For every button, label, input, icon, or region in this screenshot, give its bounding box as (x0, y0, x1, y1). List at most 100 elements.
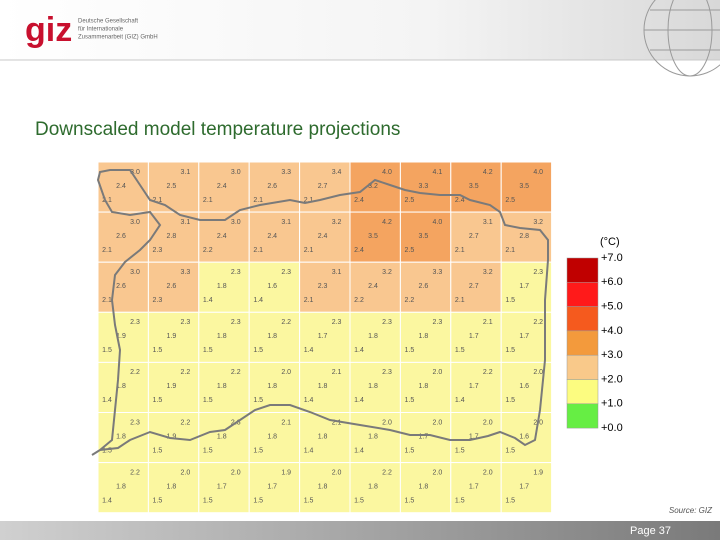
cell-value: 1.5 (405, 497, 415, 504)
cell-value: 1.9 (167, 433, 177, 440)
cell-value: 2.6 (116, 233, 126, 240)
cell-value: 3.2 (483, 269, 493, 276)
cell-value: 3.1 (332, 269, 342, 276)
grid-cell (299, 311, 351, 363)
cell-value: 1.8 (318, 483, 328, 490)
grid-cell (399, 161, 452, 213)
cell-value: 1.5 (505, 497, 515, 504)
cell-value: 1.9 (116, 333, 126, 340)
cell-value: 2.0 (483, 419, 493, 426)
grid-cell (399, 211, 452, 263)
cell-value: 2.5 (405, 197, 415, 204)
cell-value: 1.5 (405, 347, 415, 354)
cell-value: 2.1 (332, 419, 342, 426)
cell-value: 3.0 (231, 219, 241, 226)
footer-band (0, 521, 720, 540)
cell-value: 2.0 (382, 419, 392, 426)
cell-value: 4.2 (382, 219, 392, 226)
legend-label: +6.0 (601, 276, 623, 288)
cell-value: 2.4 (455, 197, 465, 204)
cell-value: 2.0 (231, 469, 241, 476)
cell-value: 2.3 (382, 319, 392, 326)
cell-value: 2.1 (102, 297, 112, 304)
cell-value: 2.3 (281, 269, 291, 276)
grid-cell (450, 462, 502, 514)
legend-unit: (°C) (600, 236, 620, 248)
cell-value: 2.3 (130, 419, 140, 426)
grid-cell (450, 261, 502, 313)
cell-value: 1.8 (419, 483, 429, 490)
cell-value: 1.8 (318, 433, 328, 440)
cell-value: 1.5 (253, 497, 263, 504)
cell-value: 1.5 (505, 347, 515, 354)
cell-value: 2.0 (483, 469, 493, 476)
grid-cell (299, 261, 351, 313)
cell-value: 3.5 (419, 233, 429, 240)
cell-value: 4.0 (382, 169, 392, 176)
cell-value: 3.3 (433, 269, 443, 276)
cell-value: 2.2 (281, 319, 291, 326)
cell-value: 1.9 (281, 469, 291, 476)
cell-value: 4.0 (433, 219, 443, 226)
cell-value: 2.4 (318, 233, 328, 240)
cell-value: 2.0 (433, 419, 443, 426)
cell-value: 3.0 (130, 269, 140, 276)
grid-cell (399, 261, 452, 313)
cell-value: 1.5 (253, 347, 263, 354)
org-line: für Internationale (78, 27, 124, 33)
source-note: Source: GIZ (669, 506, 713, 515)
grid-cell (299, 211, 351, 263)
cell-value: 1.4 (304, 347, 314, 354)
cell-value: 2.3 (153, 247, 163, 254)
cell-value: 2.3 (382, 369, 392, 376)
cell-value: 2.2 (483, 369, 493, 376)
region-outline (91, 169, 549, 456)
cell-value: 1.8 (217, 283, 227, 290)
cell-value: 3.0 (130, 219, 140, 226)
cell-value: 3.1 (181, 219, 191, 226)
cell-value: 2.4 (354, 197, 364, 204)
cell-value: 4.1 (433, 169, 443, 176)
cell-value: 2.3 (332, 319, 342, 326)
cell-value: 2.1 (102, 197, 112, 204)
cell-value: 3.3 (281, 169, 291, 176)
cell-value: 1.9 (167, 383, 177, 390)
cell-value: 1.6 (267, 283, 277, 290)
cell-value: 1.7 (519, 333, 529, 340)
grid-cell (349, 462, 401, 514)
cell-value: 1.8 (267, 333, 277, 340)
legend-label: +7.0 (601, 252, 623, 264)
cell-value: 2.1 (102, 247, 112, 254)
cell-value: 1.5 (253, 397, 263, 404)
cell-value: 2.5 (505, 197, 515, 204)
legend-swatch (566, 403, 599, 429)
cell-value: 3.5 (368, 233, 378, 240)
cell-value: 1.8 (419, 333, 429, 340)
cell-value: 3.5 (469, 183, 479, 190)
legend-label: +3.0 (601, 349, 623, 361)
cell-value: 2.0 (433, 469, 443, 476)
cell-value: 2.6 (167, 283, 177, 290)
cell-value: 2.1 (332, 369, 342, 376)
cell-value: 3.0 (130, 169, 140, 176)
grid-cell (198, 462, 250, 514)
cell-value: 2.2 (203, 247, 213, 254)
cell-value: 2.4 (354, 247, 364, 254)
cell-value: 2.2 (533, 319, 543, 326)
grid-cell (500, 261, 553, 313)
grid-cell (97, 211, 149, 263)
cell-value: 1.7 (267, 483, 277, 490)
cell-value: 1.5 (455, 347, 465, 354)
cell-value: 2.2 (354, 297, 364, 304)
grid-cell (97, 361, 149, 413)
cell-value: 1.5 (253, 447, 263, 454)
cell-value: 2.3 (318, 283, 328, 290)
cell-value: 2.4 (368, 283, 378, 290)
cell-value: 2.1 (203, 197, 213, 204)
cell-value: 1.5 (455, 497, 465, 504)
cell-value: 1.5 (203, 397, 213, 404)
cell-value: 1.8 (267, 433, 277, 440)
cell-value: 2.5 (167, 183, 177, 190)
cell-value: 2.0 (332, 469, 342, 476)
cell-value: 2.6 (267, 183, 277, 190)
